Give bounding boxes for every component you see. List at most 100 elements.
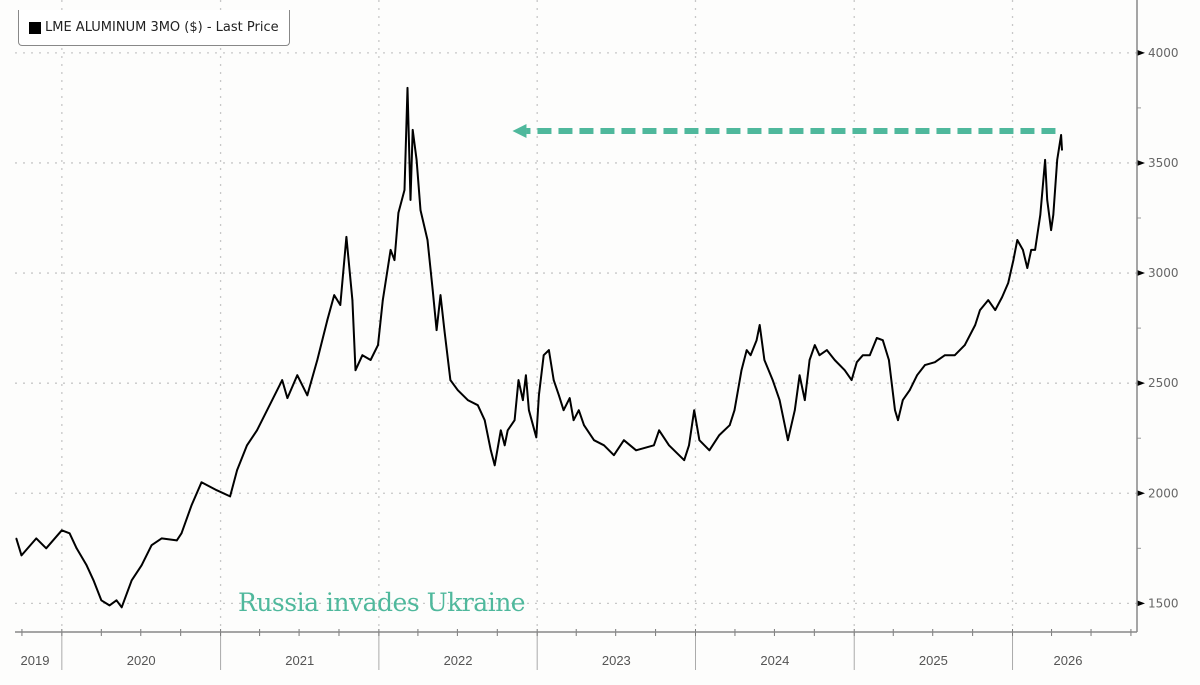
data-point xyxy=(506,429,509,432)
data-point xyxy=(449,379,452,381)
data-point xyxy=(406,87,409,89)
data-point xyxy=(826,349,828,351)
data-point xyxy=(389,249,392,251)
legend-swatch xyxy=(29,21,41,34)
data-point xyxy=(974,324,977,326)
data-point xyxy=(1001,296,1003,298)
data-point xyxy=(130,579,133,582)
data-point xyxy=(568,397,571,399)
data-point xyxy=(833,359,836,361)
data-point xyxy=(381,299,384,301)
data-point xyxy=(658,429,660,432)
ytick-label: 2000 xyxy=(1148,486,1179,500)
data-point xyxy=(160,537,163,540)
data-point xyxy=(562,409,565,412)
data-point xyxy=(548,349,550,351)
xtick-label: 2020 xyxy=(127,653,156,668)
data-point xyxy=(503,444,506,447)
data-point xyxy=(200,481,203,484)
data-point xyxy=(466,399,469,401)
data-point xyxy=(749,354,752,356)
data-point xyxy=(916,374,918,377)
data-point xyxy=(755,339,758,342)
data-point xyxy=(20,554,23,557)
ytick-marker xyxy=(1137,270,1145,277)
data-point xyxy=(483,419,486,421)
data-point xyxy=(215,489,218,491)
data-point xyxy=(558,394,560,397)
data-point xyxy=(296,374,299,377)
data-point xyxy=(92,579,95,582)
xtick-label: 2026 xyxy=(1054,653,1083,668)
data-point xyxy=(668,444,670,447)
data-point xyxy=(377,344,379,346)
data-point xyxy=(758,324,761,326)
data-point xyxy=(882,339,884,342)
data-point xyxy=(635,449,637,452)
data-point xyxy=(1007,282,1009,284)
data-point xyxy=(354,369,357,371)
data-point xyxy=(369,359,372,361)
ytick-marker xyxy=(1137,159,1145,166)
data-point xyxy=(525,374,527,377)
data-point xyxy=(542,354,545,356)
data-point xyxy=(35,537,38,540)
data-point xyxy=(489,449,492,452)
data-point xyxy=(286,397,289,399)
data-point xyxy=(798,374,801,377)
xtick-label: 2024 xyxy=(760,653,789,668)
data-point xyxy=(901,399,904,401)
data-point xyxy=(813,344,816,346)
data-point xyxy=(583,424,585,427)
data-point xyxy=(229,495,231,498)
data-point xyxy=(306,394,309,397)
data-point xyxy=(403,189,406,191)
data-point xyxy=(728,424,731,427)
data-point xyxy=(316,359,319,361)
data-point xyxy=(1022,249,1024,251)
data-point xyxy=(653,444,655,447)
data-point xyxy=(787,439,789,441)
data-point xyxy=(397,212,400,214)
data-point xyxy=(426,239,429,241)
annotation-text: Russia invades Ukraine xyxy=(238,588,526,617)
data-point xyxy=(281,379,283,381)
data-point xyxy=(856,361,858,364)
data-point xyxy=(552,379,555,381)
data-point xyxy=(603,444,605,447)
data-point xyxy=(85,564,88,567)
data-point xyxy=(351,299,354,301)
data-point xyxy=(740,369,743,371)
data-point xyxy=(862,354,864,356)
data-point xyxy=(623,439,625,441)
data-point xyxy=(1056,159,1058,161)
data-point xyxy=(75,547,78,550)
data-point xyxy=(1034,249,1036,251)
data-point xyxy=(1061,149,1063,151)
data-point xyxy=(688,444,690,447)
data-point xyxy=(894,409,896,412)
axes: 1500 2000 2500 3000 3500 4000 2019 2020 2021 2022… xyxy=(15,0,1179,670)
data-point xyxy=(61,529,63,532)
data-point xyxy=(698,439,701,441)
data-point xyxy=(493,464,496,467)
data-point xyxy=(794,409,796,412)
data-point xyxy=(108,604,111,607)
data-point xyxy=(683,459,686,462)
price-line xyxy=(15,86,1063,609)
annotation-arrow xyxy=(512,124,1056,139)
data-point xyxy=(538,394,540,397)
data-point xyxy=(120,606,123,609)
data-point xyxy=(115,599,118,602)
data-point xyxy=(994,309,996,311)
data-point xyxy=(190,504,193,507)
data-point xyxy=(326,319,329,321)
data-point xyxy=(897,419,899,421)
ytick-label: 1500 xyxy=(1148,596,1179,610)
data-point xyxy=(140,564,143,567)
data-point xyxy=(457,389,459,392)
xtick-label: 2021 xyxy=(285,653,314,668)
ytick-label: 2500 xyxy=(1148,376,1179,390)
ytick-label: 3500 xyxy=(1148,156,1179,170)
